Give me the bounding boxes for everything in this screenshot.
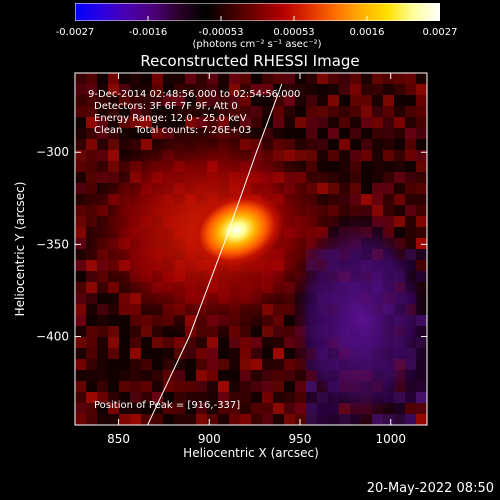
x-tick-label: 1000: [375, 432, 406, 446]
colorbar-tick-label: 0.00053: [273, 27, 315, 38]
colorbar-tick-label: -0.00053: [198, 27, 244, 38]
x-axis-ticks: 850 900 950 1000: [107, 73, 406, 446]
colorbar-units: (photons cm⁻² s⁻¹ asec⁻²): [192, 39, 322, 50]
colorbar-tick-label: -0.0027: [55, 27, 95, 38]
colorbar-tick-label: -0.0016: [128, 27, 168, 38]
energy-range-annotation: Energy Range: 12.0 - 25.0 keV: [94, 113, 247, 124]
y-axis-ticks: −300 −350 −400: [36, 145, 427, 344]
time-range-annotation: 9-Dec-2014 02:48:56.000 to 02:54:56.000: [88, 89, 300, 100]
detectors-annotation: Detectors: 3F 6F 7F 9F, Att 0: [94, 101, 238, 112]
x-tick-label: 900: [198, 432, 221, 446]
x-axis-label: Heliocentric X (arcsec): [183, 446, 319, 460]
chart-title: Reconstructed RHESSI Image: [140, 52, 360, 70]
y-axis-label: Heliocentric Y (arcsec): [13, 182, 27, 317]
total-counts-annotation: Clean Total counts: 7.26E+03: [94, 125, 251, 136]
render-date: 20-May-2022 08:50: [366, 481, 494, 496]
violet-region: [290, 210, 427, 425]
x-tick-label: 950: [289, 432, 312, 446]
peak-position-annotation: Position of Peak = [916,-337]: [94, 400, 240, 411]
colorbar-tick-label: 0.0016: [349, 27, 385, 38]
flare-source: [190, 192, 284, 268]
solar-limb-line: [147, 83, 283, 425]
colorbar-tick-label: 0.0027: [422, 27, 458, 38]
y-tick-label: −400: [36, 330, 69, 344]
y-tick-label: −300: [36, 145, 69, 159]
x-tick-label: 850: [107, 432, 130, 446]
y-tick-label: −350: [36, 237, 69, 251]
colorbar: [75, 3, 440, 21]
plot-frame: [74, 72, 428, 426]
